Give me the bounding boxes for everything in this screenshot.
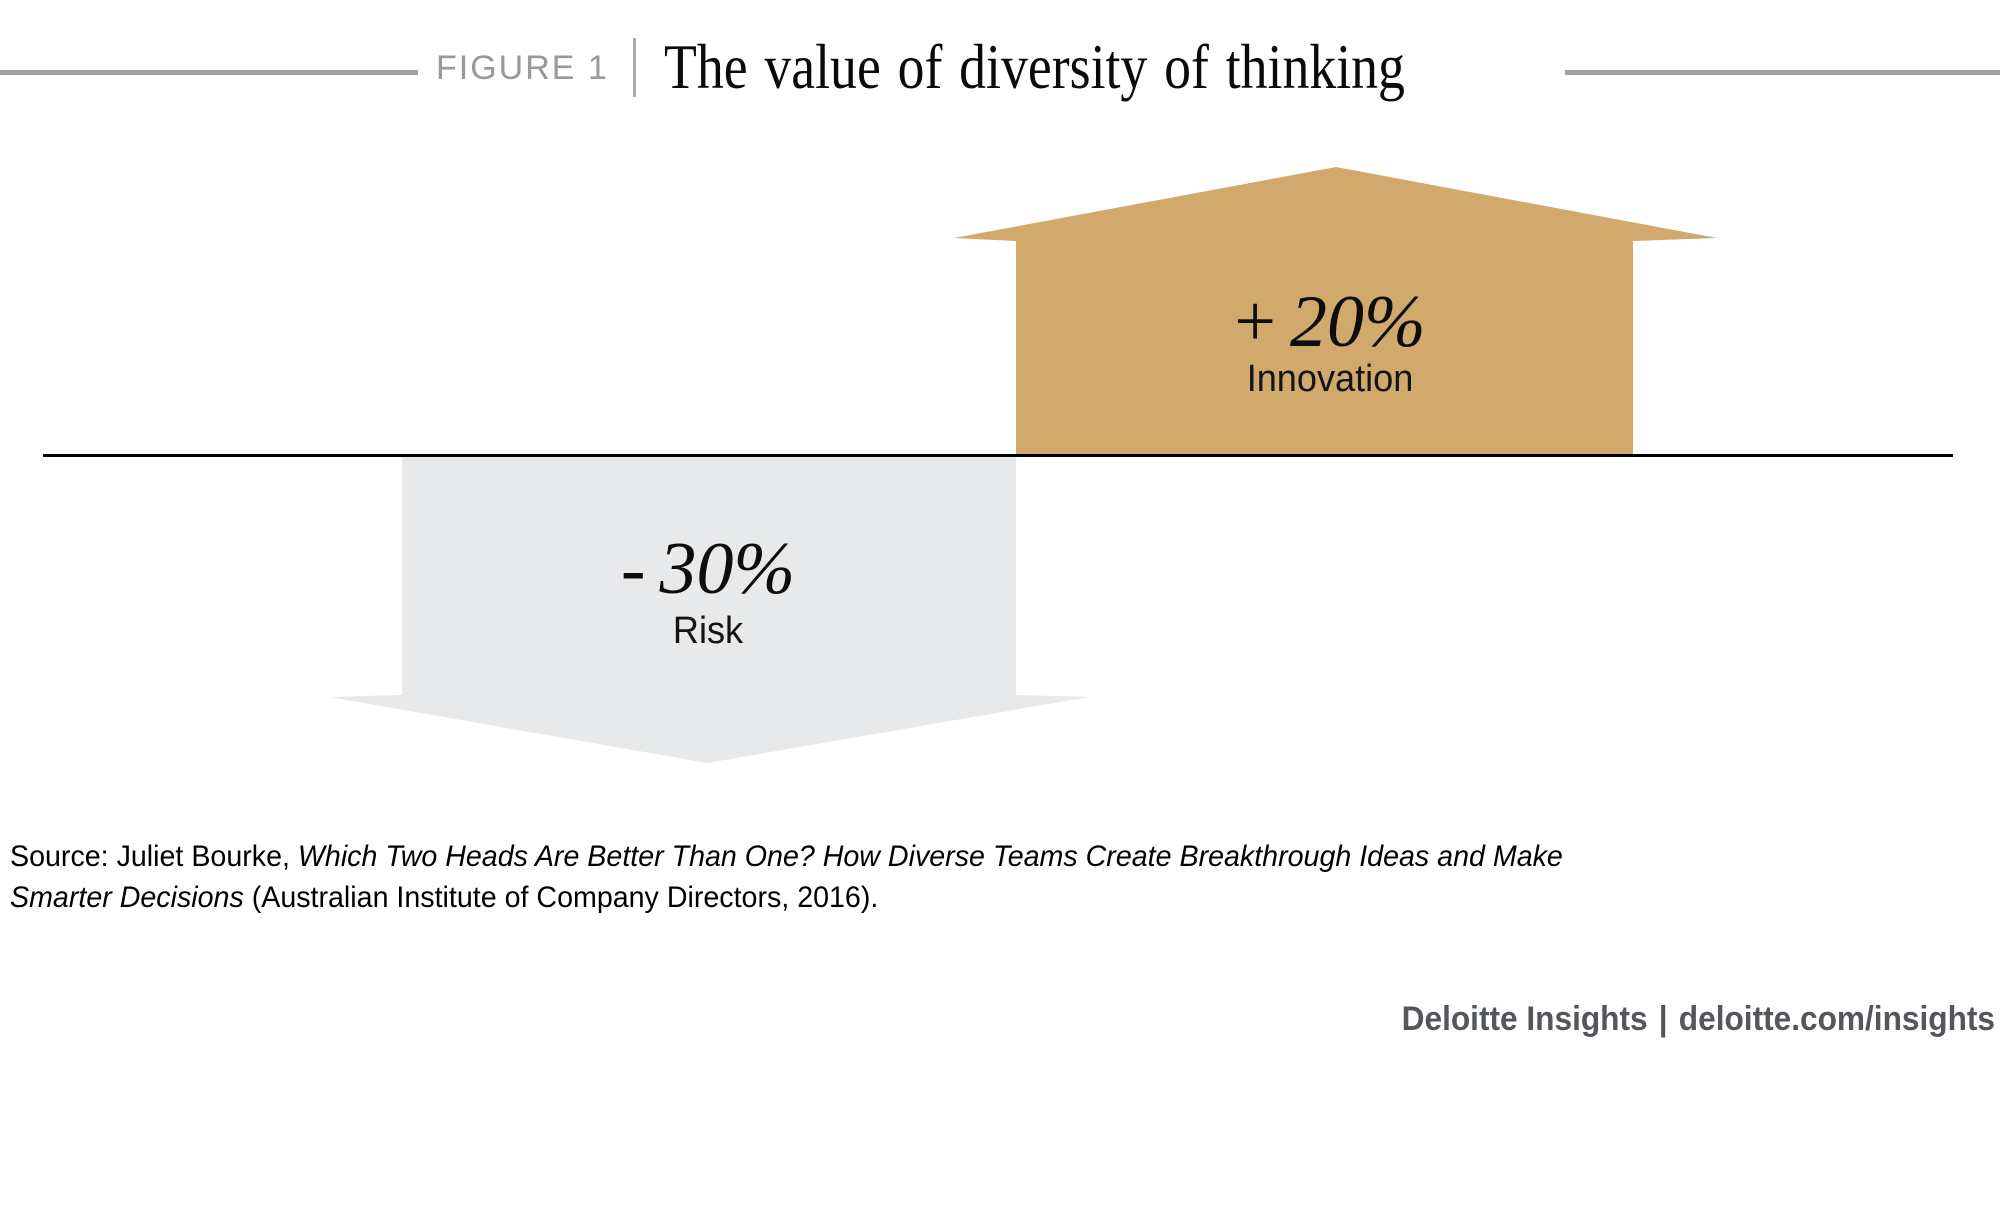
plus-sign: + [1234, 281, 1277, 363]
innovation-value: +20% [1234, 281, 1426, 363]
minus-sign: - [620, 528, 646, 610]
risk-value: -30% [620, 528, 796, 610]
header-rule-right [1565, 70, 2000, 75]
risk-down-arrow [329, 457, 1089, 763]
source-line-2: Smarter Decisions (Australian Institute … [10, 881, 879, 914]
footer-credit: Deloitte Insights | deloitte.com/insights [1402, 1002, 1995, 1036]
source-line-1: Source: Juliet Bourke, Which Two Heads A… [10, 840, 1563, 873]
figure-title: The value of diversity of thinking [664, 31, 1405, 102]
innovation-up-arrow [954, 167, 1717, 457]
footer-separator: | [1658, 1000, 1668, 1038]
risk-label: Risk [672, 610, 744, 652]
label-title-divider [633, 38, 636, 97]
footer-url: deloitte.com/insights [1678, 1000, 1995, 1038]
innovation-label: Innovation [1246, 358, 1414, 400]
footer-brand: Deloitte Insights [1401, 1000, 1648, 1038]
header-rule-left [0, 70, 418, 75]
figure-label: FIGURE 1 [436, 49, 609, 87]
source-note: Source: Juliet Bourke, Which Two Heads A… [10, 836, 1563, 918]
